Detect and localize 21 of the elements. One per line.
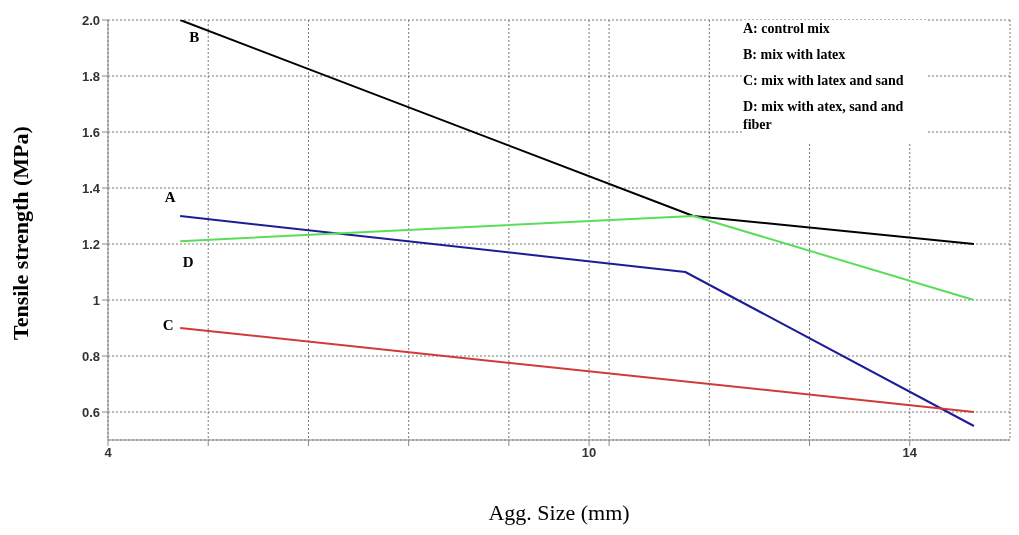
y-tick-label: 1.8 bbox=[81, 68, 100, 84]
series-label: B bbox=[189, 29, 200, 45]
annotation: B: mix with latex bbox=[743, 46, 847, 64]
y-tick-label: 0.6 bbox=[81, 404, 100, 420]
series-label: D bbox=[182, 254, 194, 271]
x-tick-label: 4 bbox=[104, 445, 113, 461]
annotation: D: mix with atex, sand and fiber bbox=[743, 98, 905, 134]
series-label: C bbox=[162, 317, 174, 333]
x-axis-title: Agg. Size (mm) bbox=[488, 500, 630, 525]
annotation: C: mix with latex and sand bbox=[743, 72, 905, 90]
y-tick-label: 1.2 bbox=[81, 236, 100, 252]
annotation: A: control mix bbox=[743, 20, 831, 38]
y-tick-label: 1.6 bbox=[81, 124, 100, 140]
y-tick-label: 0.8 bbox=[81, 348, 100, 364]
x-tick-label: 10 bbox=[581, 445, 597, 461]
y-axis-title: Tensile strength (MPa) bbox=[7, 126, 33, 340]
series-label: A bbox=[164, 189, 176, 205]
y-tick-label: 1 bbox=[92, 292, 100, 308]
y-tick-label: 1.4 bbox=[81, 180, 101, 196]
y-tick-label: 2.0 bbox=[81, 12, 100, 28]
x-tick-label: 14 bbox=[902, 445, 918, 461]
